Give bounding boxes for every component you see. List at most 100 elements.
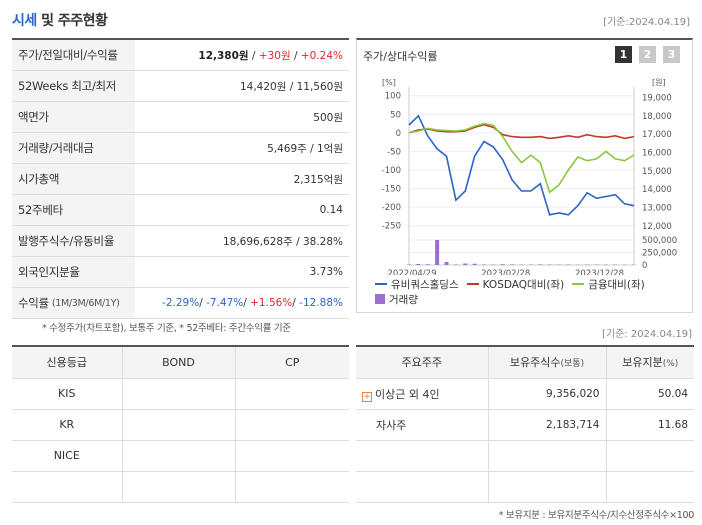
right-axis-tick: 14,000	[642, 185, 672, 195]
col-header-shareholder: 주요주주	[356, 346, 488, 379]
returns-value: -2.29%/ -7.47%/ +1.56%/ -12.88%	[135, 297, 349, 309]
separator: /	[199, 297, 207, 309]
col-header-shares: 보유주식수(보통)	[487, 346, 606, 379]
table-row: KIS	[12, 378, 349, 410]
chart-legend: 유비쿼스홀딩스 KOSDAQ대비(좌) 금융대비(좌) 거래량	[375, 276, 695, 307]
table-header-row: 주요주주 보유주식수(보통) 보유지분(%)	[356, 346, 694, 379]
table-row[interactable]: + 이상근 외 4인 9,356,020 50.04	[356, 378, 694, 410]
row-label: 52주베타	[12, 195, 135, 225]
right-axis-tick: 15,000	[642, 167, 672, 177]
bond-rating	[121, 378, 235, 410]
price-chart: [%] [원] 100 50 0 -50 -100 -150 -200 -250 19,000 18,…	[382, 78, 677, 275]
bond-rating	[121, 409, 235, 441]
agency-name: KR	[12, 409, 122, 441]
volume-bar	[510, 264, 515, 265]
legend-label: 거래량	[389, 293, 418, 306]
col-header-rating: 신용등급	[12, 346, 122, 379]
legend-swatch	[466, 283, 479, 285]
ownership-pct: 11.68	[605, 409, 694, 441]
table-row: 자사주 2,183,714 11.68	[356, 409, 694, 441]
section-title-main: 시세	[12, 13, 37, 29]
series-line	[408, 122, 635, 194]
agency-name	[12, 471, 122, 503]
left-axis-tick: -150	[382, 185, 401, 195]
row-label: 발행주식수/유동비율	[12, 226, 135, 256]
row-value: 18,696,628주 / 38.28%	[222, 235, 343, 248]
price-change-rate: +0.24%	[300, 49, 343, 62]
shares-held: 2,183,714	[487, 409, 606, 441]
ownership-pct	[605, 440, 694, 472]
volume-bar	[463, 263, 468, 265]
table-row: 수익률 (1M/3M/6M/1Y) -2.29%/ -7.47%/ +1.56%/…	[12, 288, 349, 319]
bond-rating	[121, 440, 235, 472]
shareholder-name-text: 이상근 외 4인	[375, 387, 440, 401]
col-header-bond: BOND	[121, 346, 235, 379]
volume-bar	[519, 264, 524, 265]
right-axis-unit: [원]	[652, 78, 666, 87]
chart-tab-3[interactable]: 3	[663, 46, 680, 63]
row-value: 2,315억원	[293, 173, 343, 186]
row-label: 주가/전일대비/수익률	[12, 40, 135, 70]
right-axis-tick: 13,000	[642, 204, 672, 214]
chart-tab-2[interactable]: 2	[639, 46, 656, 63]
row-value: 0.14	[319, 204, 343, 216]
shares-held	[487, 471, 606, 503]
table-row: 주가/전일대비/수익률 12,380원 / +30원 / +0.24%	[12, 40, 349, 71]
left-axis-tick: -250	[382, 222, 401, 232]
volume-axis-tick: 500,000	[642, 236, 677, 246]
section-title: 시세 및 주주현황	[12, 10, 108, 30]
volume-bar	[538, 264, 543, 265]
return-6m: +1.56%	[250, 297, 293, 309]
volume-axis-tick: 0	[642, 261, 647, 271]
right-axis-tick: 16,000	[642, 149, 672, 159]
col-header-pct-label: 보유지분	[622, 356, 663, 370]
table-row	[356, 471, 694, 503]
table-row: 시가총액 2,315억원	[12, 164, 349, 195]
row-label: 시가총액	[12, 164, 135, 194]
series-line	[408, 114, 635, 216]
shareholder-reference-date: [기준: 2024.04.19]	[601, 329, 692, 340]
price-footnote: * 수정주가(차트포함), 보통주 기준, * 52주베타: 주간수익률 기준	[42, 323, 291, 334]
separator: /	[243, 297, 251, 309]
chart-tab-1[interactable]: 1	[615, 46, 632, 63]
legend-item: 금융대비(좌)	[572, 277, 645, 292]
return-1m: -2.29%	[162, 297, 200, 309]
shares-held	[487, 440, 606, 472]
left-axis-tick: 100	[385, 92, 401, 102]
table-row: KR	[12, 409, 349, 441]
plus-icon[interactable]: +	[362, 391, 372, 402]
right-axis-tick: 12,000	[642, 222, 672, 232]
price-info-table: 주가/전일대비/수익률 12,380원 / +30원 / +0.24% 52We…	[12, 38, 349, 319]
cp-rating	[234, 409, 349, 441]
row-label: 외국인지분율	[12, 257, 135, 287]
volume-bar	[472, 263, 477, 265]
row-label: 52Weeks 최고/최저	[12, 71, 135, 101]
shareholder-name[interactable]: + 이상근 외 4인	[356, 378, 488, 410]
table-row: 52주베타 0.14	[12, 195, 349, 226]
right-axis-tick: 19,000	[642, 94, 672, 104]
return-1y: -12.88%	[299, 297, 343, 309]
col-header-shares-label: 보유주식수	[509, 356, 561, 370]
reference-date: [기준:2024.04.19]	[603, 17, 690, 28]
table-row	[12, 471, 349, 503]
returns-label: 수익률	[18, 296, 49, 310]
separator: /	[248, 49, 259, 62]
col-header-shares-unit: (보통)	[560, 359, 585, 370]
row-label: 수익률 (1M/3M/6M/1Y)	[12, 288, 135, 318]
row-label: 거래량/거래대금	[12, 133, 135, 163]
legend-swatch	[375, 294, 385, 304]
row-label: 액면가	[12, 102, 135, 132]
volume-bar	[453, 264, 458, 265]
right-axis-tick: 18,000	[642, 112, 672, 122]
returns-label-sub: (1M/3M/6M/1Y)	[51, 297, 120, 309]
cp-rating	[234, 471, 349, 503]
volume-bar	[566, 264, 571, 265]
shareholder-table: 주요주주 보유주식수(보통) 보유지분(%) + 이상근 외 4인 9,356,0…	[356, 345, 694, 503]
left-axis-tick: -50	[387, 147, 401, 157]
legend-label: 유비쿼스홀딩스	[391, 278, 459, 291]
volume-bar	[547, 264, 552, 265]
left-axis-tick: -200	[382, 203, 401, 213]
legend-item: 거래량	[375, 292, 418, 307]
volume-bar	[425, 264, 430, 265]
cp-rating	[234, 440, 349, 472]
